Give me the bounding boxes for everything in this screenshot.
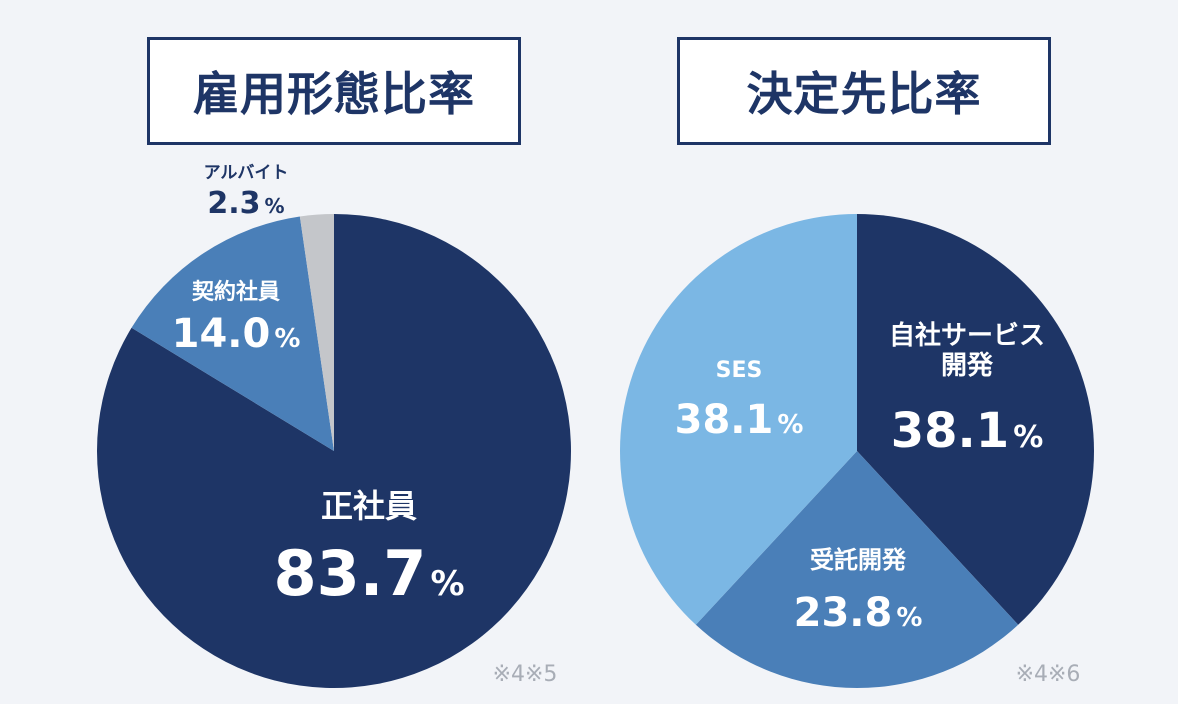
chart-note-1: ※4※6 <box>1016 662 1081 687</box>
slice-value-1-0: 38.1% <box>891 403 1044 459</box>
slice-value-1-2: 38.1% <box>675 397 804 443</box>
slice-value-1-1: 23.8% <box>794 590 923 636</box>
slice-label-line-0-0-0: 正社員 <box>321 487 417 525</box>
slice-value-number-1-0: 38.1 <box>891 403 1009 459</box>
slice-value-0-0: 83.7% <box>273 537 464 610</box>
slice-value-0-2: 2.3% <box>207 186 284 221</box>
slice-value-number-0-0: 83.7 <box>273 537 426 610</box>
pie-slice-0-2 <box>299 214 334 451</box>
chart-title-employment-type: 雇用形態比率 <box>147 37 521 145</box>
slice-label-line-0-1-0: 契約社員 <box>191 279 280 305</box>
slice-label-line-1-0-0: 自社サービス <box>889 320 1045 351</box>
slice-label-0-2: アルバイト <box>204 163 289 183</box>
slice-value-unit-0-1: % <box>274 324 300 354</box>
slice-value-number-1-2: 38.1 <box>675 397 774 443</box>
pie-slice-1-1 <box>695 451 1019 688</box>
slice-label-0-1: 契約社員 <box>191 279 280 305</box>
chart-note-0: ※4※5 <box>493 662 558 687</box>
slice-label-line-0-2-0: アルバイト <box>204 163 289 183</box>
slice-label-1-2: SES <box>716 358 763 383</box>
pie-slice-1-2 <box>620 214 857 625</box>
chart-title-placement: 決定先比率 <box>677 37 1051 145</box>
slice-value-unit-0-0: % <box>430 564 464 604</box>
slice-label-1-0: 自社サービス開発 <box>889 320 1045 381</box>
pie-slice-1-0 <box>857 214 1094 625</box>
slice-value-unit-1-2: % <box>777 410 803 440</box>
slice-label-1-1: 受託開発 <box>810 546 907 574</box>
slice-value-number-0-2: 2.3 <box>207 186 260 221</box>
slice-value-number-1-1: 23.8 <box>794 590 893 636</box>
slice-label-line-1-1-0: 受託開発 <box>810 546 907 574</box>
slice-value-0-1: 14.0% <box>172 311 301 357</box>
slice-label-line-1-0-1: 開発 <box>941 351 994 381</box>
pie-slice-0-1 <box>131 216 334 451</box>
slice-label-0-0: 正社員 <box>321 487 417 525</box>
slice-value-unit-1-0: % <box>1013 420 1043 455</box>
slice-label-line-1-2-0: SES <box>716 358 763 383</box>
slice-value-unit-1-1: % <box>896 603 922 633</box>
slice-value-number-0-1: 14.0 <box>172 311 271 357</box>
slice-value-unit-0-2: % <box>265 194 285 218</box>
